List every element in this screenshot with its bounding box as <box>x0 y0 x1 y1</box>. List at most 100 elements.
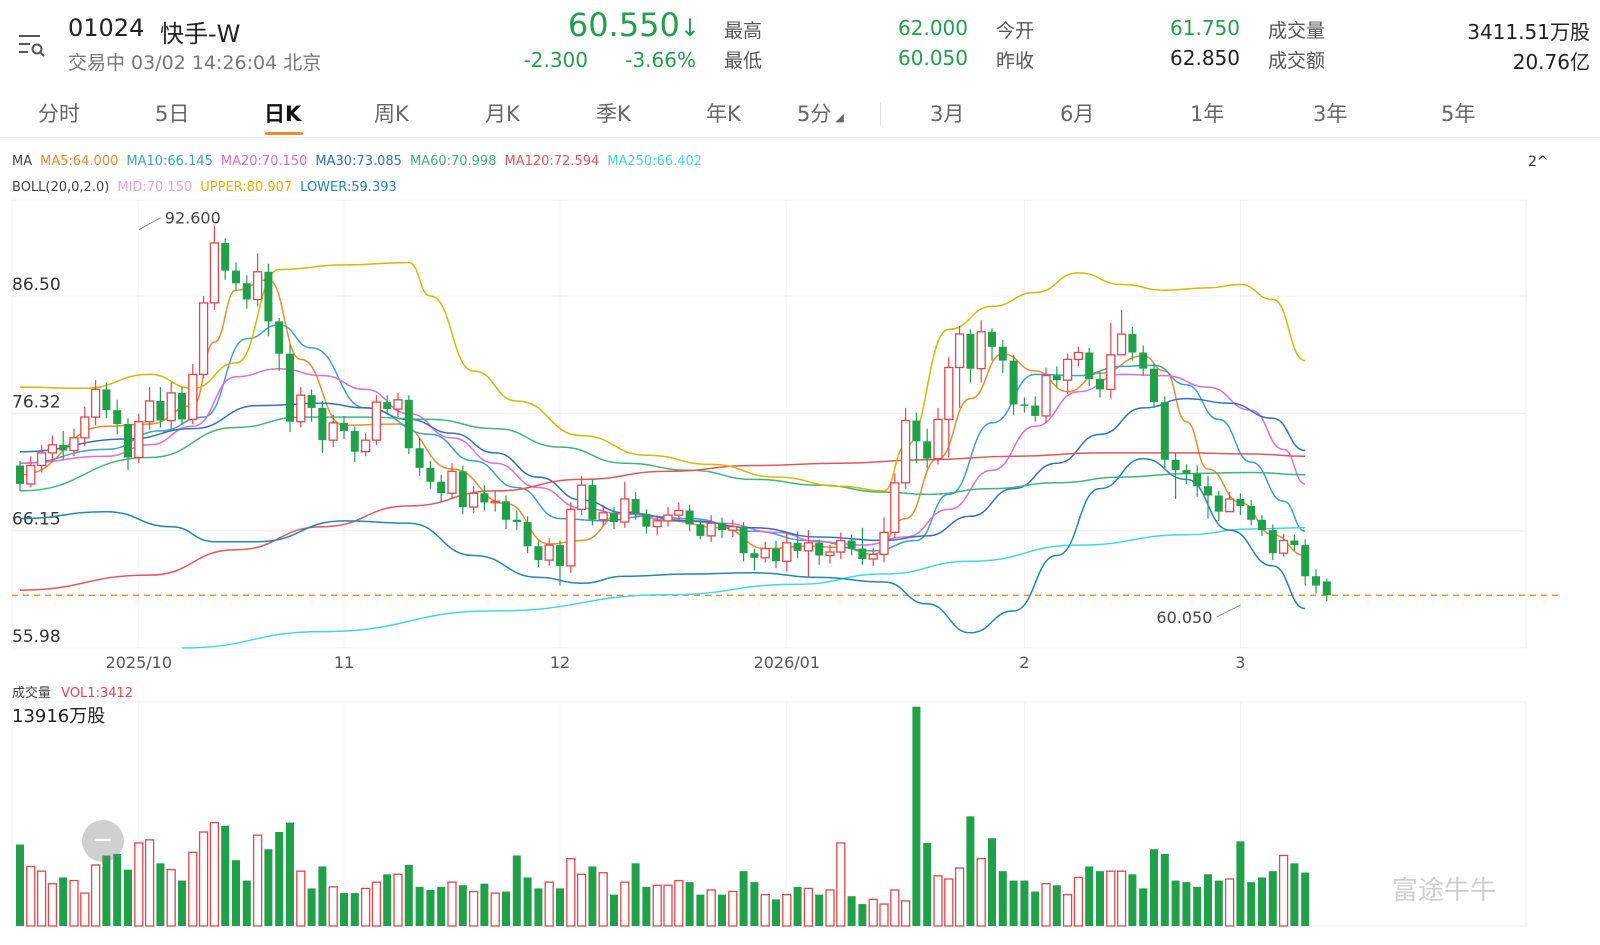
candle-body-up <box>674 509 684 516</box>
low-value: 60.050 <box>898 46 968 70</box>
ma-legend-item-0: MA5:64.000 <box>40 154 119 169</box>
candle-body-down <box>102 389 111 411</box>
high-value: 62.000 <box>898 16 968 40</box>
x-tick-label: 2 <box>1019 653 1029 672</box>
candle-body-up <box>1224 498 1235 513</box>
candle-body-down <box>350 430 359 452</box>
candle-body-up <box>825 551 835 557</box>
volume-bar-down <box>988 838 996 926</box>
tab-yearly-k[interactable]: 年K <box>706 102 741 126</box>
tab-5year[interactable]: 5年 <box>1441 102 1476 126</box>
candle-body-down <box>221 242 230 271</box>
volume-bar-down <box>502 891 510 926</box>
candle-body-down <box>1171 459 1180 471</box>
volume-bar-down <box>275 832 284 926</box>
volume-bar-up <box>900 900 911 927</box>
series-line-boll-upper <box>19 261 1306 492</box>
volume-bar-down <box>426 889 435 926</box>
volume-bar-up <box>544 881 554 927</box>
volume-bar-down <box>1214 880 1223 926</box>
candle-body-up <box>598 512 608 521</box>
tab-5min[interactable]: 5分 ◢ <box>797 102 844 126</box>
dropdown-caret-icon: ◢ <box>835 111 844 124</box>
candle-body-down <box>16 465 24 484</box>
tab-3month[interactable]: 3月 <box>930 102 965 126</box>
volume-bar-down <box>16 844 24 926</box>
kline-chart[interactable]: 86.50 76.32 66.15 55.98 2025/10 11 12 2026/01 2 3… <box>0 140 1600 945</box>
y-tick-label: 76.32 <box>12 392 61 412</box>
volume-bar-down <box>1139 888 1148 926</box>
volume-bar-down <box>858 904 867 926</box>
volume-bar-down <box>242 880 251 926</box>
candle-body-down <box>718 523 726 531</box>
x-tick-label: 11 <box>334 653 354 672</box>
tab-monthly-k[interactable]: 月K <box>485 102 520 126</box>
volume-bar-down <box>1268 871 1277 926</box>
volume-bar-up <box>1041 883 1051 927</box>
candle-body-up <box>890 482 900 534</box>
candle-body-up <box>69 437 79 452</box>
candle-body-down <box>750 553 759 558</box>
candle-body-up <box>166 392 176 422</box>
volume-bar-down <box>1182 882 1191 926</box>
volume-bar-up <box>933 875 943 927</box>
boll-legend[interactable]: BOLL(20,0,2.0) MID:70.150 UPPER:80.907 LOWE… <box>12 180 413 195</box>
minus-zoom-button[interactable]: − <box>82 820 124 862</box>
collapse-indicators-button[interactable]: 2^ <box>1528 154 1549 170</box>
series-line-ma120 <box>19 452 1306 591</box>
high-annotation-label: 92.600 <box>165 209 221 228</box>
volume-bar-up <box>468 890 479 927</box>
candle-body-up <box>706 522 716 537</box>
volume-bar-down <box>113 853 122 926</box>
volume-bar-up <box>393 873 403 927</box>
candle-body-down <box>1214 495 1223 512</box>
candle-body-up <box>868 553 878 560</box>
volume-bar-down <box>793 886 802 926</box>
candle-body-down <box>1258 519 1266 531</box>
candle-body-down <box>242 283 251 300</box>
candle-body-down <box>502 501 510 520</box>
candle-body-down <box>912 420 921 442</box>
volume-bar-down <box>1020 880 1029 926</box>
tab-daily-k[interactable]: 日K <box>264 102 302 126</box>
menu-search-icon[interactable] <box>16 30 46 60</box>
candle-body-down <box>739 526 748 554</box>
tab-5day[interactable]: 5日 <box>155 102 190 126</box>
candle-body-down <box>1322 581 1331 596</box>
volume-bar-down <box>437 886 446 926</box>
candle-body-down <box>793 542 802 551</box>
series-line-boll-lower <box>19 457 1306 634</box>
volume-bar-down <box>1150 849 1158 926</box>
volume-bar-up <box>674 879 684 927</box>
tab-1year[interactable]: 1年 <box>1190 102 1225 126</box>
ma-legend[interactable]: MA MA5:64.000 MA10:66.145 MA20:70.150 MA30:7… <box>12 154 718 169</box>
tab-intraday[interactable]: 分时 <box>38 102 80 126</box>
volume-bar-down <box>458 885 467 926</box>
tab-quarterly-k[interactable]: 季K <box>596 102 631 126</box>
volume-bar-down <box>750 882 759 926</box>
quote-header: 01024 快手-W 交易中 03/02 14:26:04 北京 60.550↓… <box>0 0 1600 88</box>
candle-body-up <box>1116 333 1127 356</box>
prev-close-label: 昨收 <box>996 50 1035 72</box>
stock-name: 快手-W <box>160 20 241 48</box>
candle-body-down <box>1247 505 1256 520</box>
candle-body-up <box>900 419 911 484</box>
volume-bar-down <box>847 896 856 926</box>
candle-body-up <box>490 500 500 504</box>
volume-bar-down <box>156 863 165 926</box>
tab-weekly-k[interactable]: 周K <box>374 102 409 126</box>
volume-bar-down <box>772 899 780 926</box>
volume-bar-up <box>825 889 835 927</box>
candle-body-up <box>976 331 986 370</box>
volume-bar-up <box>1062 894 1073 927</box>
watermark: 富途牛牛 <box>1392 876 1497 906</box>
volume-bar-up <box>134 842 144 927</box>
candle-body-down <box>1182 470 1191 474</box>
candle-body-up <box>728 526 738 531</box>
tab-3year[interactable]: 3年 <box>1313 102 1348 126</box>
volume-bar-up <box>69 879 79 927</box>
candle-body-down <box>415 448 424 468</box>
tab-6month[interactable]: 6月 <box>1060 102 1095 126</box>
candle-body-up <box>954 333 965 369</box>
